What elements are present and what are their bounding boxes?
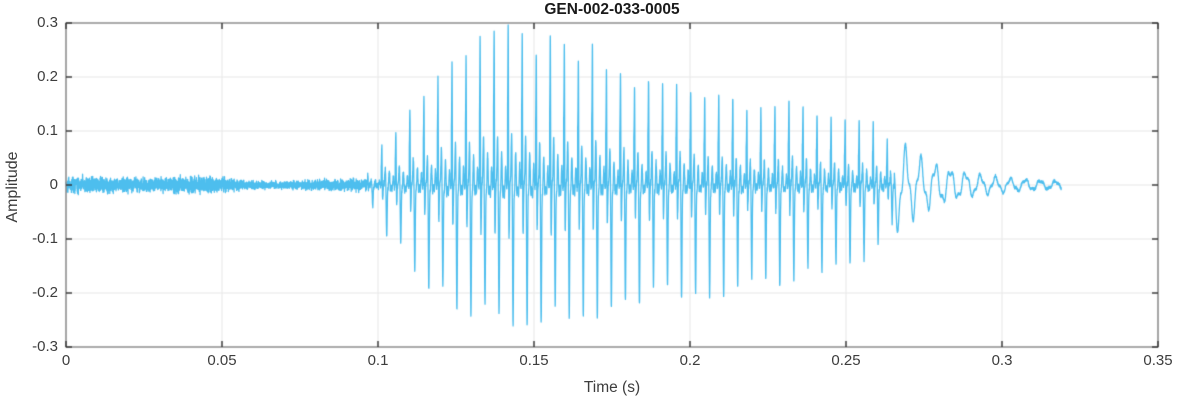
x-axis-label: Time (s) xyxy=(583,379,641,396)
y-tick-label: 0.2 xyxy=(37,68,58,85)
x-tick-label: 0.2 xyxy=(679,352,701,369)
x-tick-label: 0.35 xyxy=(1143,352,1173,369)
x-tick-label: 0 xyxy=(61,352,71,369)
y-tick-label: -0.2 xyxy=(32,284,58,301)
x-tick-label: 0.15 xyxy=(519,352,549,369)
x-tick-label: 0.3 xyxy=(991,352,1013,369)
x-tick-label: 0.25 xyxy=(831,352,861,369)
y-tick-label: -0.3 xyxy=(32,338,58,355)
y-tick-label: 0.1 xyxy=(37,122,58,139)
y-tick-label: 0 xyxy=(49,176,58,193)
y-tick-label: -0.1 xyxy=(32,230,58,247)
chart-title: GEN-002-033-0005 xyxy=(544,1,680,18)
x-tick-label: 0.1 xyxy=(367,352,389,369)
x-tick-label: 0.05 xyxy=(207,352,237,369)
y-tick-label: 0.3 xyxy=(37,14,58,31)
